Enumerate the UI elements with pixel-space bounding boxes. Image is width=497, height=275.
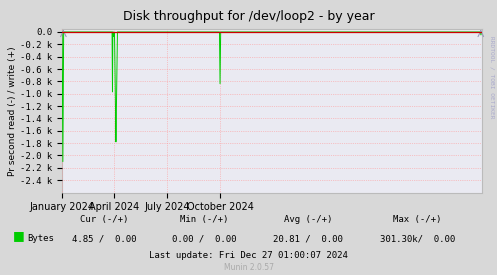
Text: ■: ■ xyxy=(12,229,24,242)
Text: 301.30k/  0.00: 301.30k/ 0.00 xyxy=(380,234,455,243)
Text: 20.81 /  0.00: 20.81 / 0.00 xyxy=(273,234,343,243)
Text: 4.85 /  0.00: 4.85 / 0.00 xyxy=(72,234,137,243)
Text: Cur (-/+): Cur (-/+) xyxy=(80,215,129,224)
Text: Avg (-/+): Avg (-/+) xyxy=(284,215,332,224)
Text: Last update: Fri Dec 27 01:00:07 2024: Last update: Fri Dec 27 01:00:07 2024 xyxy=(149,251,348,260)
Text: Munin 2.0.57: Munin 2.0.57 xyxy=(224,263,273,272)
Text: Max (-/+): Max (-/+) xyxy=(393,215,442,224)
Text: RRDTOOL / TOBI OETIKER: RRDTOOL / TOBI OETIKER xyxy=(490,36,495,118)
Text: 0.00 /  0.00: 0.00 / 0.00 xyxy=(171,234,236,243)
Text: Disk throughput for /dev/loop2 - by year: Disk throughput for /dev/loop2 - by year xyxy=(123,10,374,23)
Text: Bytes: Bytes xyxy=(27,234,54,243)
Y-axis label: Pr second read (-) / write (+): Pr second read (-) / write (+) xyxy=(8,46,17,175)
Text: Min (-/+): Min (-/+) xyxy=(179,215,228,224)
